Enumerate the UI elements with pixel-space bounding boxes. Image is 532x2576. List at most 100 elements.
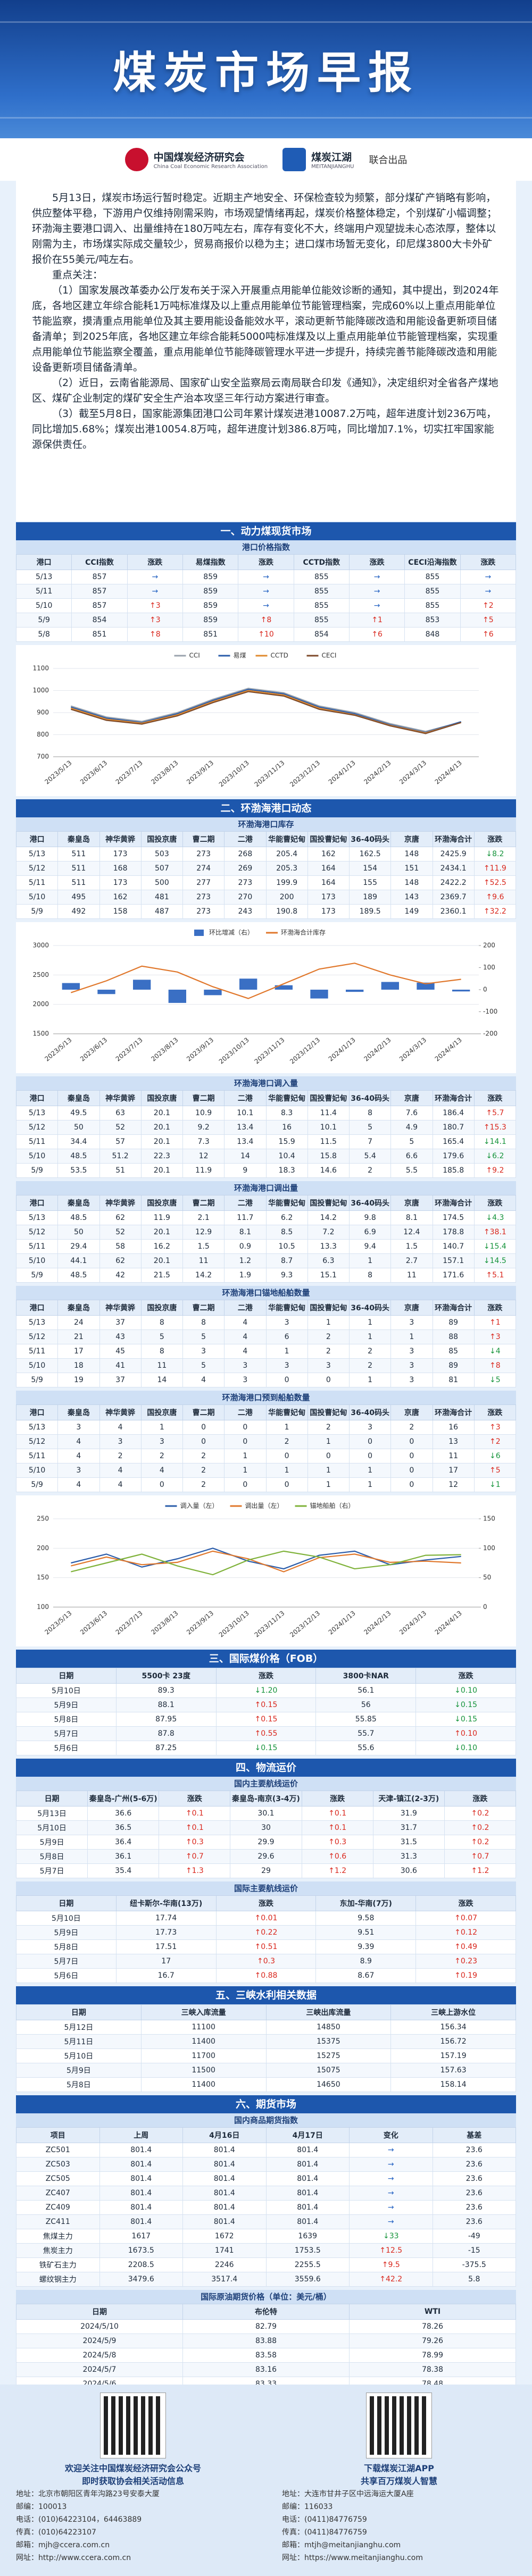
column-header: 涨跌 [415, 1895, 516, 1911]
contact: 地址：大连市甘井子区中远海运大厦A座 [282, 2490, 414, 2498]
table-cell: ↑5 [473, 1463, 517, 1478]
header-banner: 煤炭市场早报 [0, 0, 532, 138]
table-cell: 1.2 [224, 1253, 267, 1268]
table-cell: 4 [140, 1463, 184, 1478]
table-cell: 17.51 [115, 1939, 217, 1954]
table-row: 5/9 48.5 42 21.5 14.2 1.9 9.3 15.1 8 11 171.6 ↑5.1 [15, 1268, 517, 1283]
table-cell: 9.3 [265, 1268, 308, 1283]
table-cell: 78.99 [349, 2348, 516, 2363]
table-cell: 2 [182, 1463, 225, 1478]
table-cell: 801.4 [99, 2186, 183, 2201]
table-cell: 55.7 [315, 1726, 417, 1741]
table-cell: ↓15.4 [473, 1239, 517, 1254]
table-cell: 3 [140, 1434, 184, 1449]
table-cell: 801.4 [265, 2157, 350, 2172]
table-row: ZC409 801.4 801.4 801.4 → 23.6 [16, 2200, 516, 2215]
section-title: 三、国际煤价格（FOB） [16, 1650, 516, 1668]
table-cell: 24 [57, 1315, 100, 1330]
table-cell: 51.2 [99, 1149, 142, 1164]
column-header: 华能曹妃甸 [265, 1300, 308, 1316]
table-row: 2024/5/9 83.88 79.26 [16, 2334, 516, 2348]
column-header: 二港 [224, 1300, 267, 1316]
table-cell: 511 [57, 875, 100, 890]
table-cell: 2 [348, 1344, 392, 1359]
data-table: 日期 秦皇岛-广州(5-6万) 涨跌 秦皇岛-南京(3-4万) 涨跌 天津-镇江(2-3万… [15, 1791, 517, 1878]
table-cell: → [349, 2214, 433, 2229]
table-title: 环渤海港口库存 [16, 817, 516, 831]
table-cell: 270 [224, 890, 267, 905]
table-cell: ↓0.15 [415, 1712, 516, 1727]
table-body: 5月10日 17.74 ↑0.01 9.58 ↑0.07 5月9日 17.73 ↑0.22 9.… [16, 1911, 516, 1983]
table-cell: ↑9.6 [473, 890, 517, 905]
column-header: 秦皇岛 [57, 1300, 100, 1316]
column-header: 环渤海合计 [432, 1404, 475, 1420]
table-cell: 5月7日 [15, 1863, 88, 1878]
bar [310, 990, 328, 999]
table-cell: ↓0.15 [215, 1741, 317, 1755]
bar [97, 990, 115, 994]
table-cell: 5/13 [15, 1210, 59, 1225]
table-cell: 157.1 [432, 1253, 475, 1268]
table-cell: 4 [224, 1329, 267, 1344]
contact: 电话：(010)64223104，64463889 [16, 2515, 142, 2524]
table-cell: 5.4 [348, 1149, 392, 1164]
focus-label: 重点关注： [52, 269, 103, 281]
table-cell: ↑0.6 [301, 1849, 373, 1864]
chart-svg: 环比增减（右） 环渤海合计库存 1500 2000 2500 3000 -200 -100 0 1… [32, 929, 497, 1066]
bar [239, 978, 257, 990]
table-cell: 0 [265, 1449, 308, 1463]
column-header: 涨跌 [444, 1791, 517, 1806]
table-cell: 5月9日 [16, 2063, 142, 2078]
table-cell: 2024/5/9 [16, 2334, 183, 2348]
table-cell: 3 [390, 1373, 433, 1387]
y-tick-label: 250 [37, 1515, 49, 1523]
contact: 邮编：116033 [282, 2503, 333, 2511]
x-tick-label: 2023/8/13 [149, 759, 179, 785]
table-cell: 85 [432, 1344, 475, 1359]
column-header: 曹二期 [182, 1090, 225, 1106]
table-cell: 22.3 [140, 1149, 184, 1164]
x-tick-label: 2023/6/13 [79, 1609, 109, 1636]
table-cell: 273 [182, 847, 225, 862]
table-cell: 11400 [140, 2077, 267, 2092]
table-cell: 173 [307, 904, 350, 919]
table-cell: 56.1 [315, 1683, 417, 1698]
table-cell: ↓0.10 [415, 1741, 516, 1755]
bar [275, 985, 293, 990]
table-cell: ↑32.2 [473, 904, 517, 919]
contact: 网址：https://www.meitanjianghu.com [282, 2554, 423, 2562]
table-cell: ↑5.7 [473, 1106, 517, 1120]
y-tick-label: 2000 [32, 1000, 49, 1008]
table-cell: 855 [404, 584, 461, 599]
table-cell: 9.2 [182, 1120, 225, 1135]
table-cell: 851 [71, 627, 128, 642]
table-cell: ↑2 [460, 598, 517, 613]
table-cell: 5/11 [15, 1449, 59, 1463]
table-cell: 12 [182, 1149, 225, 1164]
column-header: 4月17日 [265, 2127, 350, 2143]
table-cell: → [349, 2157, 433, 2172]
column-header: 二港 [224, 1195, 267, 1211]
table-cell: 62 [99, 1210, 142, 1225]
x-tick-label: 2023/12/13 [288, 759, 321, 788]
header-row: 日期 纽卡斯尔-华南(13万) 涨跌 东加-华南(7万) 涨跌 [16, 1895, 516, 1911]
column-header: 环渤海合计 [432, 1090, 475, 1106]
table-cell: 156.34 [390, 2020, 516, 2035]
table-row: 5/13 3 4 1 0 0 1 2 3 2 16 ↑3 [15, 1420, 517, 1435]
org-name: 中国煤炭经济研究会 [153, 152, 245, 163]
table-cell: 2422.2 [432, 875, 475, 890]
table-cell: ↑0.22 [215, 1925, 317, 1940]
table-cell: 854 [293, 627, 350, 642]
table-cell: 2425.9 [432, 847, 475, 862]
x-tick-label: 2023/9/13 [185, 759, 215, 785]
table-row: 2024/5/10 82.79 78.26 [16, 2319, 516, 2334]
table-cell: 185.8 [432, 1163, 475, 1178]
table-cell: 855 [293, 584, 350, 599]
table-cell: 5 [390, 1134, 433, 1149]
table-cell: 481 [140, 890, 184, 905]
y2-tick-label: 0 [483, 1603, 487, 1611]
table-cell: 11100 [140, 2020, 267, 2035]
table-cell: ↑1.3 [159, 1863, 231, 1878]
table-cell: 23.6 [432, 2186, 516, 2201]
table-cell: 0 [265, 1477, 308, 1492]
